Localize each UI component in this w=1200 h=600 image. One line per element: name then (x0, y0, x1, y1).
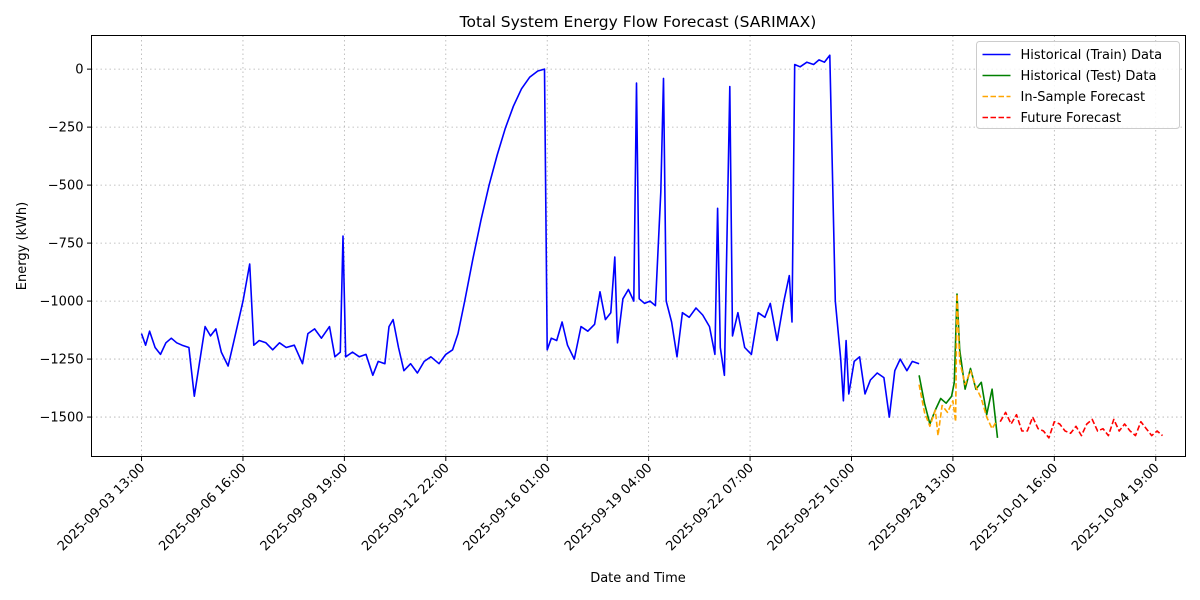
series-layer (140, 54, 1164, 439)
plot-frame (91, 35, 1186, 457)
y-axis-label: Energy (kWh) (15, 202, 30, 290)
series-line-3 (918, 293, 997, 437)
y-tick-label: 0 (75, 63, 83, 78)
y-tick-label: −500 (48, 179, 84, 194)
series-line-1 (140, 54, 920, 418)
series-line-2 (918, 293, 999, 438)
y-tick-label: −1000 (40, 295, 84, 310)
legend-box (976, 41, 1180, 129)
chart-title: Total System Energy Flow Forecast (SARIM… (459, 13, 817, 31)
y-tick-label: −1500 (40, 411, 84, 426)
series-line-4 (999, 411, 1164, 439)
legend-label: In-Sample Forecast (1021, 90, 1146, 105)
legend-label: Historical (Train) Data (1021, 48, 1163, 63)
legend-label: Future Forecast (1021, 111, 1122, 126)
y-tick-label: −750 (48, 237, 84, 252)
y-tick-label: −1250 (40, 353, 84, 368)
y-tick-label: −250 (48, 121, 84, 136)
legend-label: Historical (Test) Data (1021, 69, 1157, 84)
y-axis: 0 −250 −500 −750 −1000 −1250 −1500 (40, 63, 92, 426)
legend: Historical (Train) Data Historical (Test)… (976, 41, 1180, 129)
x-axis-label: Date and Time (590, 571, 686, 586)
